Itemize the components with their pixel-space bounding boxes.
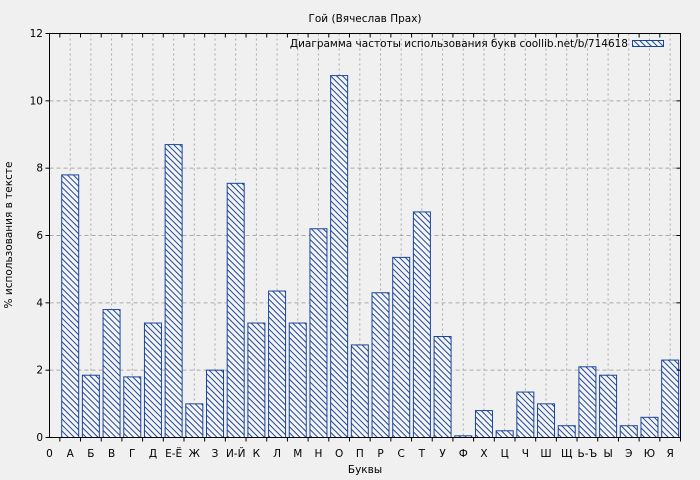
bar-Щ <box>557 425 576 439</box>
bar-С <box>392 256 411 438</box>
bar-Б <box>81 374 100 439</box>
bar-К <box>247 322 266 438</box>
x-tick-label: П <box>356 448 364 460</box>
legend-label: Диаграмма частоты использования букв coo… <box>290 38 628 50</box>
bar-П <box>350 344 369 438</box>
x-tick-label: Ж <box>189 448 201 460</box>
bar-М <box>288 322 307 438</box>
bar-Е-Ё <box>164 144 183 438</box>
y-tick-label: 4 <box>36 297 43 309</box>
y-tick-label: 2 <box>36 365 43 377</box>
x-tick-label: И-Й <box>226 447 246 460</box>
bar-Т <box>412 211 431 438</box>
bar-Н <box>309 228 328 438</box>
bar-Д <box>143 322 162 438</box>
bar-О <box>330 75 349 438</box>
bar-Ж <box>185 403 204 439</box>
x-tick-label: Ю <box>644 448 655 460</box>
x-tick-label: Ч <box>522 448 529 460</box>
bar-Ш <box>537 403 556 439</box>
y-tick-label: 10 <box>30 95 43 107</box>
bar-Я <box>661 359 680 439</box>
bar-Ю <box>640 416 659 438</box>
bar-Р <box>371 292 390 438</box>
legend-marker <box>632 40 664 47</box>
x-axis-label: Буквы <box>348 464 382 476</box>
x-tick-label: Т <box>418 448 426 460</box>
bar-Ы <box>599 374 618 439</box>
bar-З <box>206 369 225 438</box>
bar-Ч <box>516 391 535 438</box>
x-tick-label: Х <box>480 448 487 460</box>
y-axis-label: % использования в тексте <box>3 162 15 309</box>
x-tick-label: Б <box>87 448 94 460</box>
x-tick-label: О <box>335 448 343 460</box>
y-tick-label: 8 <box>36 163 43 175</box>
x-tick-label-origin: 0 <box>46 448 53 460</box>
y-tick-label: 12 <box>30 28 43 40</box>
x-tick-label: У <box>439 448 446 460</box>
x-tick-label: А <box>67 448 75 460</box>
x-tick-label: З <box>212 448 219 460</box>
x-tick-label: Ш <box>540 448 551 460</box>
x-tick-label: Ь-Ъ <box>578 448 598 460</box>
x-tick-label: Ц <box>501 448 509 460</box>
bar-Х <box>474 410 493 439</box>
x-tick-label: К <box>253 448 261 460</box>
bars <box>61 75 680 439</box>
x-tick-label: Э <box>625 448 632 460</box>
bar-Ц <box>495 430 514 438</box>
bar-Э <box>619 425 638 439</box>
x-tick-label: С <box>398 448 405 460</box>
x-tick-label: Ы <box>603 448 612 460</box>
bar-А <box>61 174 80 438</box>
bar-Л <box>268 290 287 438</box>
x-tick-label: Р <box>377 448 383 460</box>
x-tick-label: Д <box>149 448 157 460</box>
bar-Ь-Ъ <box>578 366 597 438</box>
x-tick-label: Е-Ё <box>165 447 182 460</box>
y-tick-label: 0 <box>36 432 43 444</box>
bar-В <box>102 309 121 439</box>
tick-marks <box>45 33 681 442</box>
y-tick-label: 6 <box>36 230 43 242</box>
x-tick-label: М <box>293 448 302 460</box>
bar-Г <box>123 376 142 438</box>
x-tick-label: В <box>108 448 115 460</box>
x-tick-label: Л <box>273 448 281 460</box>
bar-И-Й <box>226 182 245 438</box>
bar-У <box>433 336 452 438</box>
chart-title: Гой (Вячеслав Прах) <box>308 13 421 25</box>
x-tick-label: Г <box>129 448 135 460</box>
x-tick-label: Ф <box>459 448 468 460</box>
x-tick-label: Н <box>314 448 322 460</box>
x-tick-label: Щ <box>561 448 573 460</box>
x-tick-label: Я <box>667 448 674 460</box>
